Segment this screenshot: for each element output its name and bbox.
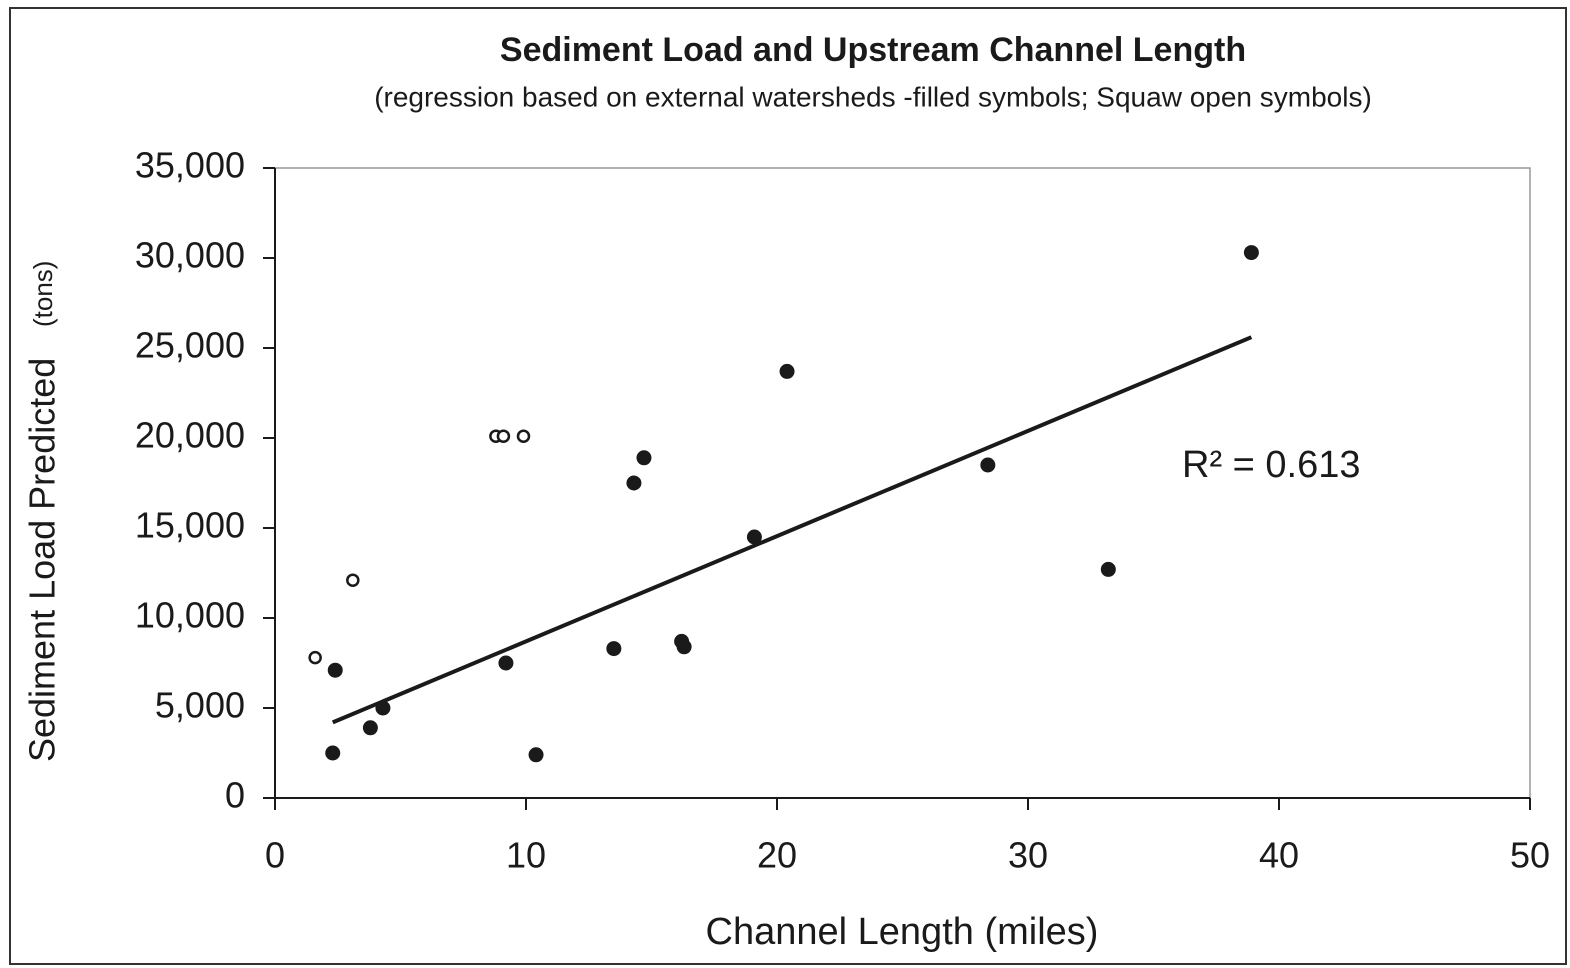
y-axis-title: Sediment Load Predicted [22, 358, 63, 762]
x-tick-label: 10 [506, 835, 546, 876]
filled-point [1100, 561, 1116, 577]
r-squared-annotation: R² = 0.613 [1182, 444, 1361, 486]
chart-border [9, 7, 1567, 965]
filled-point [362, 720, 378, 736]
x-tick-label: 0 [265, 835, 285, 876]
y-axis-title-group: Sediment Load Predicted (tons) [22, 261, 63, 762]
filled-point [626, 475, 642, 491]
y-axis-unit: (tons) [28, 261, 58, 327]
y-tick-label: 30,000 [135, 235, 245, 276]
trendline [331, 335, 1253, 725]
x-tick-label: 20 [757, 835, 797, 876]
filled-point [325, 745, 341, 761]
filled-point [606, 641, 622, 657]
chart-subtitle: (regression based on external watersheds… [374, 81, 1372, 112]
filled-point [1243, 245, 1259, 261]
y-tick-label: 35,000 [135, 145, 245, 186]
y-tick-label: 10,000 [135, 595, 245, 636]
filled-point [779, 363, 795, 379]
filled-point [980, 457, 996, 473]
filled-point [636, 450, 652, 466]
filled-point [327, 662, 343, 678]
filled-point [746, 529, 762, 545]
open-point [308, 650, 322, 665]
x-tick-label: 50 [1510, 835, 1550, 876]
x-axis-title: Channel Length (miles) [706, 911, 1099, 953]
y-tick-label: 5,000 [155, 685, 245, 726]
y-tick-label: 20,000 [135, 415, 245, 456]
y-tick-label: 25,000 [135, 325, 245, 366]
open-point [346, 573, 360, 587]
chart-title: Sediment Load and Upstream Channel Lengt… [500, 31, 1246, 69]
open-point [516, 429, 531, 443]
y-tick-label: 0 [225, 775, 245, 816]
open-point [496, 429, 511, 443]
filled-point [375, 700, 391, 716]
y-tick-label: 15,000 [135, 505, 245, 546]
filled-point [498, 655, 514, 671]
x-tick-label: 30 [1008, 835, 1048, 876]
filled-point [676, 639, 692, 655]
x-tick-label: 40 [1259, 835, 1299, 876]
filled-point [528, 747, 544, 763]
